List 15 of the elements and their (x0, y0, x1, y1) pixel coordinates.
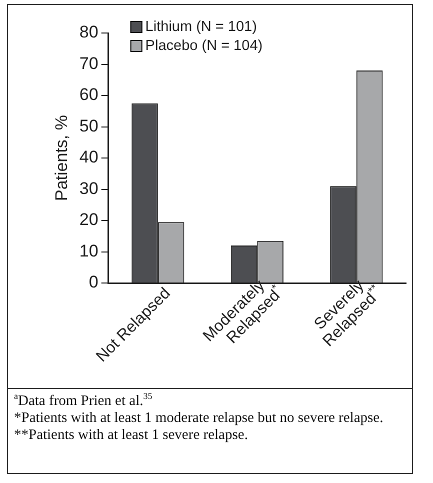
text: **Patients with at least 1 severe relapse. (14, 427, 249, 444)
y-tick-label: 20 (79, 210, 98, 230)
y-tick-label: 80 (79, 22, 98, 42)
y-tick-label: 10 (79, 241, 98, 260)
y-tick-label: 70 (79, 54, 98, 73)
y-axis-title: Patients, % (52, 115, 71, 201)
text: *Patients with at least 1 moderate relapse but no severe relapse. (14, 410, 384, 427)
y-tick-label: 60 (79, 85, 98, 104)
legend-label: Placebo (N = 104) (145, 38, 263, 54)
text: $^{a}$Data from Prien et al.$^{35}$ (14, 391, 154, 410)
y-tick-label: 30 (79, 178, 98, 198)
y-tick-label: 40 (79, 148, 98, 167)
y-tick-label: 50 (79, 116, 98, 136)
y-tick-label: 0 (88, 272, 98, 292)
legend-label: Lithium (N = 101) (145, 19, 257, 35)
